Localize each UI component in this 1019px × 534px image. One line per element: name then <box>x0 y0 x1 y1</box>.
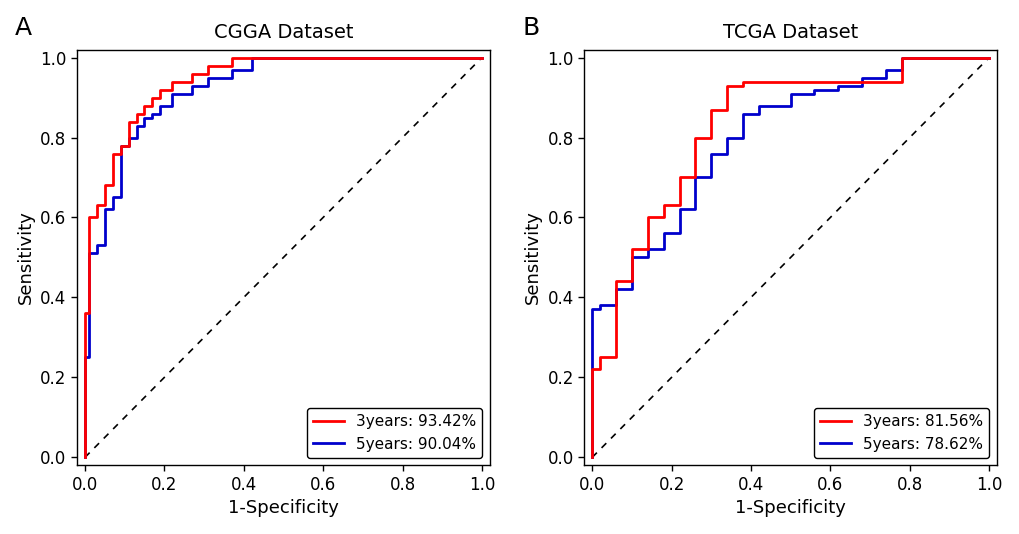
Title: CGGA Dataset: CGGA Dataset <box>213 23 353 42</box>
Y-axis label: Sensitivity: Sensitivity <box>16 210 35 304</box>
Legend: 3years: 81.56%, 5years: 78.62%: 3years: 81.56%, 5years: 78.62% <box>813 408 988 458</box>
X-axis label: 1-Specificity: 1-Specificity <box>735 499 845 517</box>
Text: A: A <box>15 17 33 40</box>
Y-axis label: Sensitivity: Sensitivity <box>524 210 541 304</box>
X-axis label: 1-Specificity: 1-Specificity <box>228 499 338 517</box>
Text: B: B <box>522 17 539 40</box>
Legend: 3years: 93.42%, 5years: 90.04%: 3years: 93.42%, 5years: 90.04% <box>307 408 482 458</box>
Title: TCGA Dataset: TCGA Dataset <box>722 23 857 42</box>
